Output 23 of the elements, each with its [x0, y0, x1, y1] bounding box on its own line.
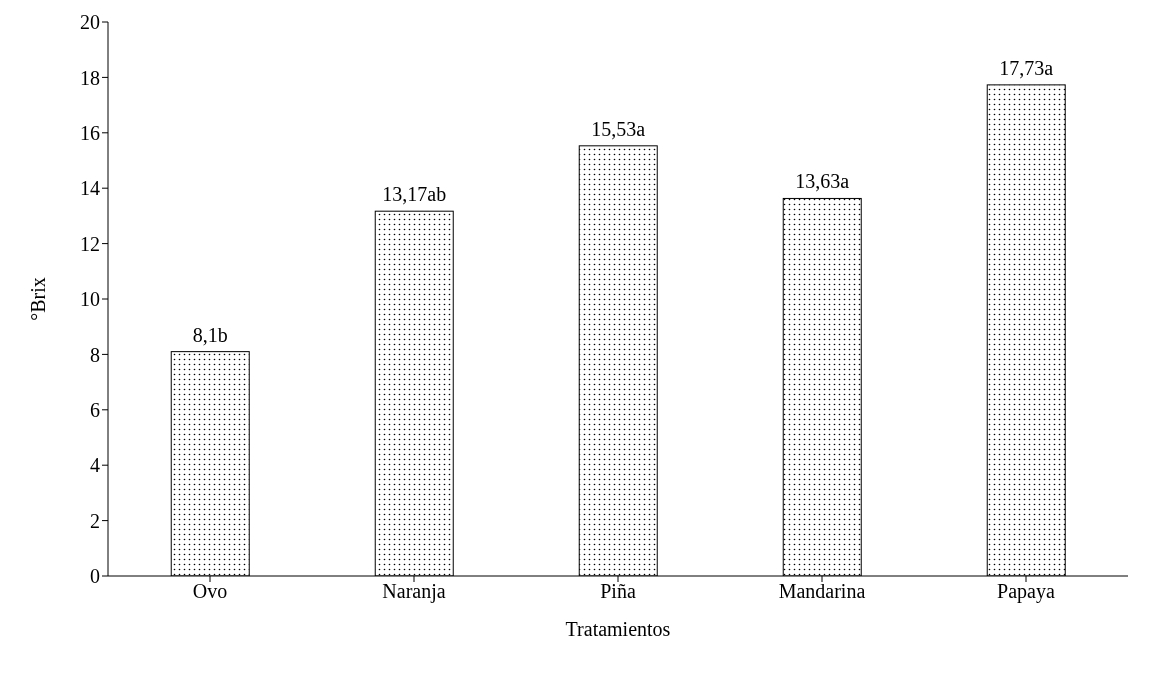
- y-tick-label: 12: [80, 232, 100, 255]
- y-axis-title: °Brix: [27, 277, 50, 321]
- y-tick-label: 4: [90, 454, 100, 477]
- y-tick-label: 20: [80, 11, 100, 34]
- x-tick-label: Naranja: [382, 580, 446, 604]
- y-tick-label: 6: [90, 398, 100, 421]
- data-label: 13,17ab: [382, 183, 447, 206]
- x-tick-label: Papaya: [997, 580, 1055, 604]
- y-tick-label: 8: [90, 343, 100, 366]
- y-tick-label: 14: [80, 177, 100, 200]
- y-tick-label: 2: [90, 509, 100, 532]
- y-tick-label: 0: [90, 565, 100, 588]
- y-tick-label: 18: [80, 66, 100, 89]
- data-label: 17,73a: [999, 56, 1054, 79]
- x-tick-label: Mandarina: [778, 580, 866, 603]
- x-axis-title: Tratamientos: [565, 618, 671, 640]
- data-label: 15,53a: [591, 117, 646, 140]
- y-tick-label: 16: [80, 121, 100, 144]
- data-label: 13,63a: [795, 170, 850, 193]
- y-tick-label: 10: [80, 288, 100, 311]
- data-label: 8,1b: [192, 323, 228, 346]
- x-tick-label: Piña: [600, 580, 636, 603]
- x-tick-label: Ovo: [192, 580, 228, 603]
